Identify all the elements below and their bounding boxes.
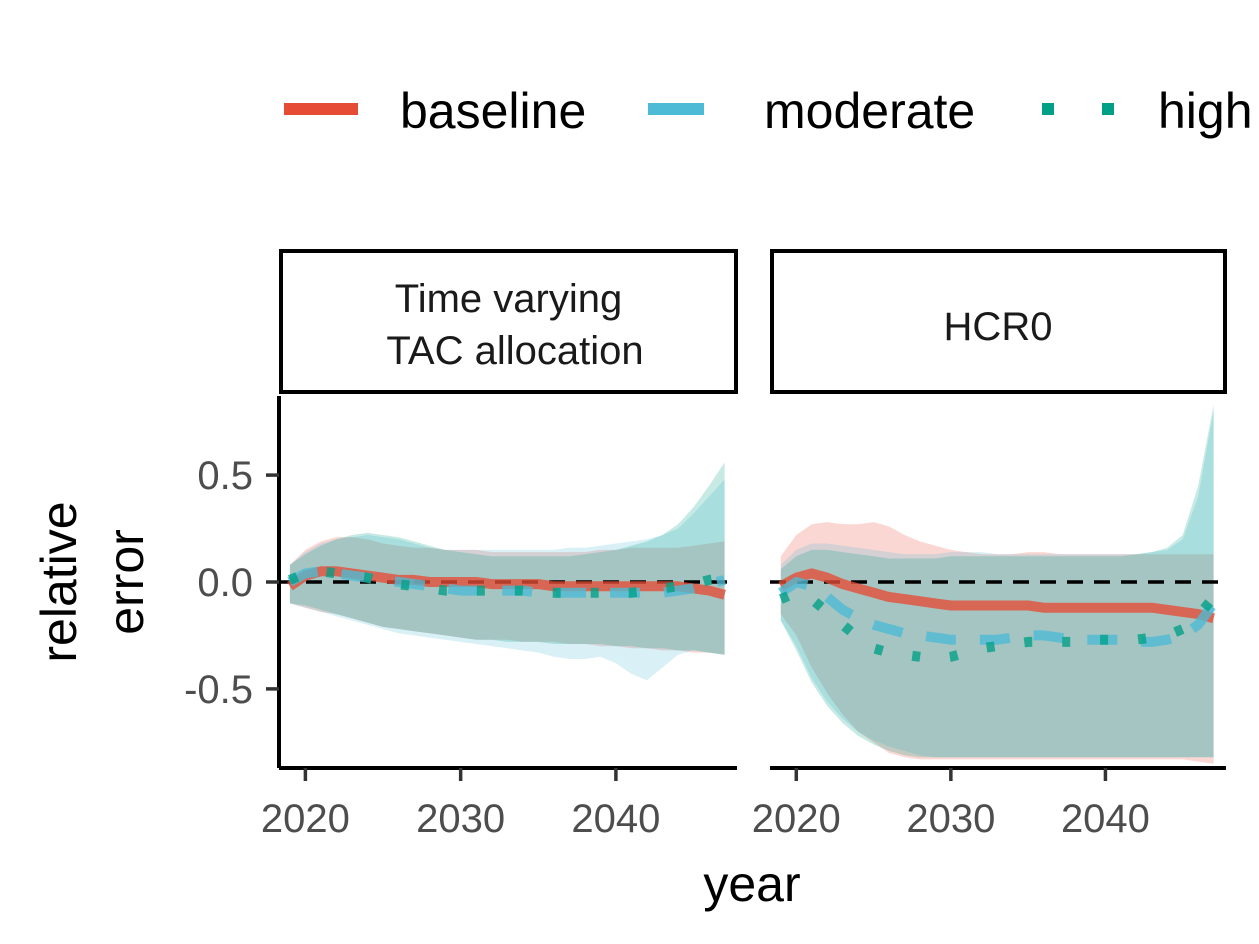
panel-hcr0: HCR0 2020 2030 2040 — [752, 249, 1227, 841]
y-tick-label: -0.5 — [184, 668, 253, 712]
y-tick-label: 0.0 — [197, 561, 253, 605]
x-tick-label: 2030 — [416, 797, 505, 841]
strip-label-line-2: TAC allocation — [386, 329, 643, 373]
y-axis-title-line-2: error — [98, 529, 154, 635]
y-axis-ticks: 0.5 0.0 -0.5 — [184, 454, 279, 712]
series-line-baseline — [778, 568, 1215, 624]
plot-area — [279, 462, 737, 681]
series-line-moderate — [287, 566, 726, 598]
x-tick-label: 2030 — [906, 797, 995, 841]
ribbon-high — [289, 462, 725, 655]
plot-area — [770, 404, 1226, 764]
x-tick-label: 2020 — [261, 797, 350, 841]
strip-box — [279, 249, 738, 394]
strip-label-line-1: Time varying — [395, 277, 622, 321]
legend-label-baseline: baseline — [400, 83, 586, 139]
legend-label-moderate: moderate — [764, 83, 975, 139]
ribbon-baseline — [289, 537, 725, 655]
y-axis-title-line-1: relative — [31, 501, 87, 662]
panel-time-varying-tac-allocation: Time varying TAC allocation 2020 2030 2040 — [261, 249, 738, 841]
strip-label: HCR0 — [944, 305, 1053, 349]
x-tick-label: 2020 — [752, 797, 841, 841]
ribbon-moderate — [780, 411, 1214, 758]
x-axis-title: year — [703, 856, 800, 912]
y-tick-label: 0.5 — [197, 454, 253, 498]
x-axis-ticks: 2020 2030 2040 — [261, 768, 660, 841]
x-tick-label: 2040 — [571, 797, 660, 841]
legend-label-high: high — [1158, 83, 1253, 139]
legend: baseline moderate high — [284, 83, 1253, 139]
strip-box — [770, 249, 1227, 394]
x-tick-label: 2040 — [1061, 797, 1150, 841]
x-axis-ticks: 2020 2030 2040 — [752, 768, 1150, 841]
series-line-high — [778, 587, 1218, 664]
